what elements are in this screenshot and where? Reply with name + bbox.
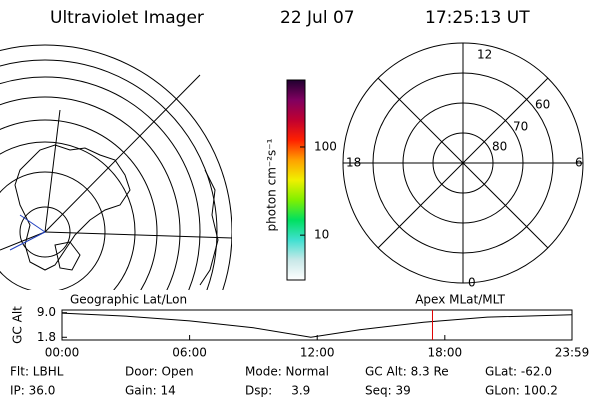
info-field: GLat: -62.0 <box>485 365 552 379</box>
colorbar-tick-label: 100 <box>314 139 337 153</box>
altitude-ylabel: GC Alt <box>11 306 25 344</box>
info-field: Dsp: 3.9 <box>245 384 310 398</box>
geographic-map <box>0 44 232 290</box>
mlt-label: 0 <box>468 276 476 290</box>
mlt-label: 18 <box>346 156 361 170</box>
mlat-label: 80 <box>492 140 507 154</box>
altitude-right-title: Apex MLat/MLT <box>415 293 505 307</box>
time: 17:25:13 UT <box>425 8 530 28</box>
info-field: Gain: 14 <box>125 384 176 398</box>
x-tick-label: 12:00 <box>300 346 335 360</box>
title: Ultraviolet Imager <box>50 8 204 28</box>
info-field: IP: 36.0 <box>10 384 55 398</box>
date: 22 Jul 07 <box>280 8 355 28</box>
colorbar-tick-label: 10 <box>314 228 329 242</box>
colorbar <box>286 79 306 281</box>
mlt-label: 12 <box>477 48 492 62</box>
info-field: Flt: LBHL <box>10 365 64 379</box>
mlat-label: 60 <box>535 98 550 112</box>
mlat-label: 70 <box>513 120 528 134</box>
info-field: Mode: Normal <box>245 365 329 379</box>
y-tick-label: 1.8 <box>37 330 56 344</box>
y-tick-label: 9.0 <box>37 305 56 319</box>
altitude-left-title: Geographic Lat/Lon <box>70 293 187 307</box>
info-field: Door: Open <box>125 365 194 379</box>
altitude-line <box>61 312 573 338</box>
x-tick-label: 00:00 <box>45 346 80 360</box>
info-field: GLon: 100.2 <box>485 384 558 398</box>
info-panel: Flt: LBHL Door: Open Mode: Normal GC Alt: 8… <box>10 365 558 398</box>
x-tick-label: 06:00 <box>172 346 207 360</box>
mlt-label: 6 <box>575 156 583 170</box>
info-field: GC Alt: 8.3 Re <box>365 365 449 379</box>
info-field: Seq: 39 <box>365 384 411 398</box>
polar-plot: 12 18 6 0 80 70 60 <box>342 42 584 290</box>
x-tick-label: 23:59 <box>555 346 590 360</box>
colorbar-label: photon cm⁻²s⁻¹ <box>265 138 279 231</box>
x-tick-label: 18:00 <box>428 346 463 360</box>
